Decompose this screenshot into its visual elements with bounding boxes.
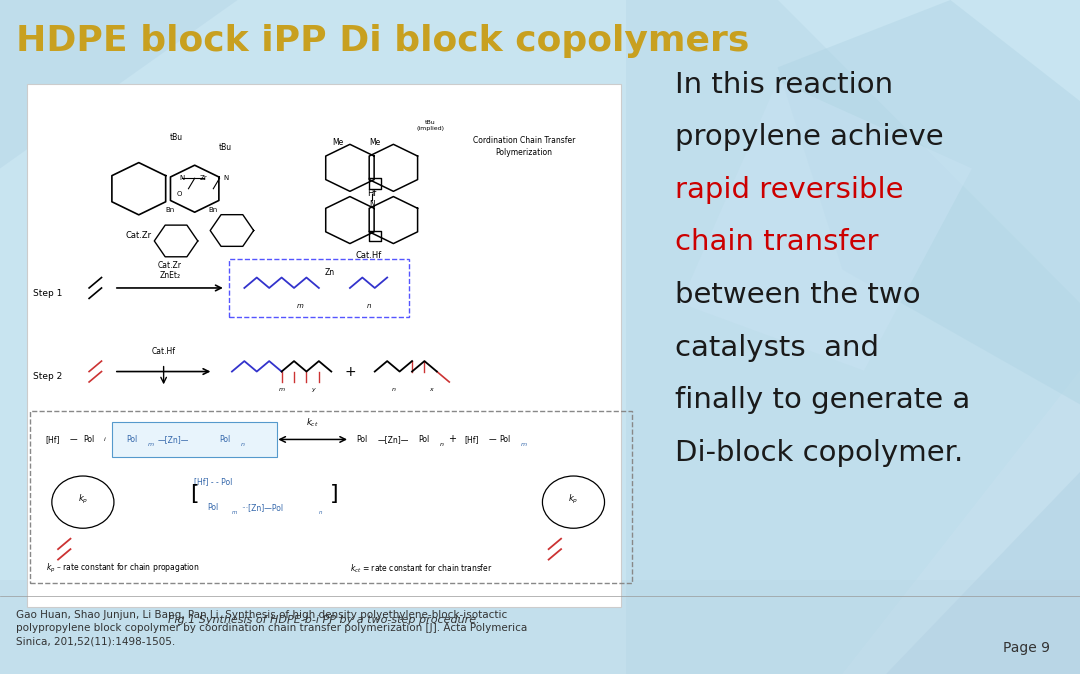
- Text: m: m: [148, 442, 154, 447]
- Text: y: y: [311, 387, 314, 392]
- Text: Pol: Pol: [83, 435, 94, 444]
- Text: Cordination Chain Transfer
Polymerization: Cordination Chain Transfer Polymerizatio…: [473, 136, 575, 156]
- Text: x: x: [429, 387, 432, 392]
- Polygon shape: [0, 0, 238, 168]
- Text: i: i: [104, 437, 106, 442]
- Text: m: m: [279, 387, 285, 392]
- Text: [Hf]: [Hf]: [464, 435, 480, 444]
- Polygon shape: [778, 0, 1080, 303]
- Text: catalysts  and: catalysts and: [675, 334, 879, 362]
- Text: ]: ]: [330, 485, 339, 504]
- Text: tBu: tBu: [170, 133, 183, 142]
- Text: In this reaction: In this reaction: [675, 71, 893, 99]
- FancyBboxPatch shape: [27, 84, 621, 607]
- Text: N: N: [179, 175, 185, 181]
- Text: $k_p$: $k_p$: [568, 493, 579, 506]
- Text: HDPE block iPP Di block copolymers: HDPE block iPP Di block copolymers: [16, 24, 750, 57]
- Text: tBu: tBu: [219, 143, 232, 152]
- Text: Gao Huan, Shao Junjun, Li Bang, Pan Li. Synthesis of high density polyethylene-b: Gao Huan, Shao Junjun, Li Bang, Pan Li. …: [16, 610, 527, 646]
- Text: tBu
(implied): tBu (implied): [417, 121, 445, 131]
- Text: ZnEt₂: ZnEt₂: [159, 271, 180, 280]
- Text: Page 9: Page 9: [1002, 641, 1050, 655]
- Text: finally to generate a: finally to generate a: [675, 386, 970, 415]
- Polygon shape: [0, 580, 1080, 674]
- Text: Pol: Pol: [219, 435, 231, 444]
- Text: m: m: [297, 303, 303, 309]
- Text: [: [: [190, 485, 199, 504]
- Text: Cat.Hf: Cat.Hf: [355, 251, 381, 260]
- Text: O: O: [176, 191, 181, 197]
- Text: Zn: Zn: [325, 268, 335, 277]
- Text: Pol: Pol: [499, 435, 510, 444]
- FancyBboxPatch shape: [112, 422, 278, 457]
- Text: between the two: between the two: [675, 281, 920, 309]
- Text: Me: Me: [369, 138, 380, 147]
- Text: [Hf]: [Hf]: [45, 435, 60, 444]
- Text: N: N: [224, 175, 228, 181]
- Text: $k_p$: $k_p$: [78, 493, 89, 506]
- Text: —[Zn]—: —[Zn]—: [158, 435, 189, 444]
- Polygon shape: [626, 0, 1080, 674]
- Text: +: +: [448, 435, 457, 444]
- Text: N: N: [368, 200, 375, 209]
- Text: $k_{ct}$: $k_{ct}$: [307, 417, 319, 429]
- Polygon shape: [886, 472, 1080, 674]
- Polygon shape: [702, 371, 1080, 674]
- Text: Bn: Bn: [208, 207, 218, 212]
- Text: —: —: [489, 435, 497, 444]
- Text: $k_p$ – rate constant for chain propagation: $k_p$ – rate constant for chain propagat…: [45, 562, 200, 575]
- Text: n: n: [366, 303, 370, 309]
- Text: Me: Me: [332, 138, 343, 147]
- Text: n: n: [391, 387, 395, 392]
- Text: Pol: Pol: [126, 435, 137, 444]
- Text: chain transfer: chain transfer: [675, 228, 878, 257]
- Polygon shape: [680, 81, 972, 371]
- Text: [Hf] - - Pol: [Hf] - - Pol: [194, 477, 232, 486]
- Text: ···[Zn]—Pol: ···[Zn]—Pol: [241, 503, 283, 512]
- Text: m: m: [232, 510, 238, 515]
- Text: Step 1: Step 1: [33, 288, 63, 298]
- Text: n: n: [241, 442, 245, 447]
- Text: Cat.Zr: Cat.Zr: [158, 261, 181, 270]
- Text: Pol: Pol: [418, 435, 430, 444]
- Text: Di-block copolymer.: Di-block copolymer.: [675, 439, 963, 467]
- Text: n: n: [319, 510, 322, 515]
- Text: n: n: [440, 442, 444, 447]
- Text: Pol: Pol: [207, 503, 219, 512]
- Text: rapid reversible: rapid reversible: [675, 176, 904, 204]
- Text: Step 2: Step 2: [33, 372, 63, 381]
- Text: Bn: Bn: [165, 207, 175, 212]
- Polygon shape: [778, 0, 1080, 404]
- Text: $k_{ct}$ = rate constant for chain transfer: $k_{ct}$ = rate constant for chain trans…: [350, 563, 492, 575]
- Text: —[Zn]—: —[Zn]—: [378, 435, 409, 444]
- Text: Fig.1 Synthesis of HDPE-b-i PP by a two-step procedure.: Fig.1 Synthesis of HDPE-b-i PP by a two-…: [168, 615, 480, 625]
- Text: Cat.Zr: Cat.Zr: [125, 231, 152, 239]
- Text: +: +: [345, 365, 355, 379]
- Text: propylene achieve: propylene achieve: [675, 123, 944, 152]
- Text: Cat.Hf: Cat.Hf: [151, 347, 176, 356]
- Text: m: m: [521, 442, 527, 447]
- Text: —: —: [70, 435, 78, 444]
- Text: Hf: Hf: [367, 189, 376, 198]
- Text: Zr: Zr: [200, 175, 207, 181]
- Text: Pol: Pol: [356, 435, 367, 444]
